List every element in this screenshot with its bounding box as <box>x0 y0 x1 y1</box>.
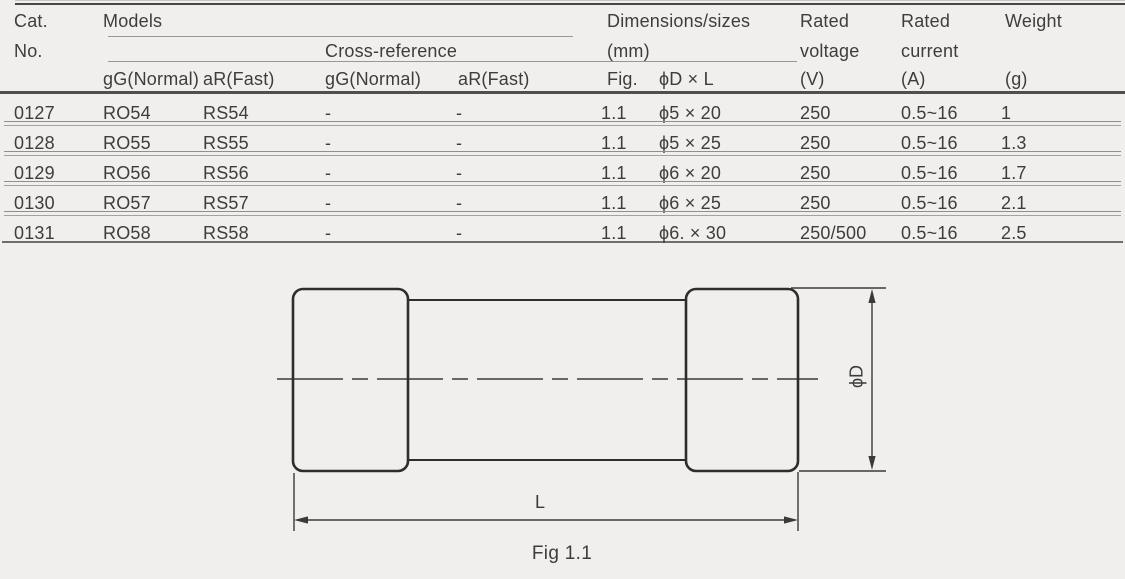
header-cat-line1: Cat. <box>14 11 48 31</box>
header-cross-reference: Cross-reference <box>325 41 458 61</box>
table-cell-gg: RO56 <box>103 163 151 183</box>
table-cell-gg: RO58 <box>103 223 151 243</box>
table-cell-current: 0.5~16 <box>901 133 958 153</box>
header-models: Models <box>103 11 163 31</box>
table-cell-fig: 1.1 <box>601 193 627 213</box>
table-cell-current: 0.5~16 <box>901 103 958 123</box>
diameter-label: ϕD <box>846 364 867 389</box>
table-cell-gg: RO54 <box>103 103 151 123</box>
table-cell-cross_ar: - <box>456 193 463 213</box>
header-dimensions-line1: Dimensions/sizes <box>607 11 751 31</box>
table-top-rule-light <box>15 0 1125 1</box>
models-group-underline <box>108 36 573 37</box>
header-rated-current-line1: Rated <box>901 11 951 31</box>
table-cell-current: 0.5~16 <box>901 163 958 183</box>
table-cell-weight: 2.5 <box>1001 223 1027 243</box>
header-bottom-rule <box>0 91 1125 94</box>
length-label: L <box>534 492 545 512</box>
table-cell-ar: RS55 <box>203 133 249 153</box>
table-cell-fig: 1.1 <box>601 223 627 243</box>
crossref-group-underline <box>108 61 797 62</box>
table-cell-cross_gg: - <box>325 103 332 123</box>
subheader-models-gg: gG(Normal) <box>103 69 200 89</box>
table-cell-cross_gg: - <box>325 193 332 213</box>
table-cell-size: ϕ5 × 20 <box>659 103 722 123</box>
table-cell-weight: 2.1 <box>1001 193 1027 213</box>
header-weight-unit: (g) <box>1005 69 1028 89</box>
table-cell-cat: 0129 <box>14 163 55 183</box>
table-cell-size: ϕ5 × 25 <box>659 133 722 153</box>
length-arrow-right <box>784 516 798 524</box>
table-cell-ar: RS57 <box>203 193 249 213</box>
table-cell-weight: 1 <box>1001 103 1012 123</box>
header-rated-voltage-unit: (V) <box>800 69 825 89</box>
header-rated-voltage-line1: Rated <box>800 11 850 31</box>
table-cell-voltage: 250 <box>800 133 831 153</box>
table-cell-size: ϕ6 × 20 <box>659 163 722 183</box>
table-cell-weight: 1.3 <box>1001 133 1027 153</box>
fuse-left-cap <box>291 287 410 473</box>
row-separator <box>4 181 1121 186</box>
subheader-models-ar: aR(Fast) <box>203 69 275 89</box>
header-dimensions-line2: (mm) <box>607 41 650 61</box>
table-cell-ar: RS54 <box>203 103 249 123</box>
table-cell-ar: RS56 <box>203 163 249 183</box>
table-cell-cross_ar: - <box>456 163 463 183</box>
subheader-cross-ar: aR(Fast) <box>458 69 530 89</box>
row-separator <box>4 151 1121 156</box>
table-cell-cross_ar: - <box>456 133 463 153</box>
fuse-right-cap <box>684 287 800 473</box>
header-rated-current-line2: current <box>901 41 959 61</box>
table-cell-fig: 1.1 <box>601 163 627 183</box>
length-arrow-left <box>294 516 308 524</box>
row-separator <box>4 121 1121 126</box>
table-cell-gg: RO55 <box>103 133 151 153</box>
table-cell-voltage: 250/500 <box>800 223 867 243</box>
table-cell-cross_gg: - <box>325 223 332 243</box>
subheader-size: ϕD × L <box>659 69 714 89</box>
figure-caption: Fig 1.1 <box>531 543 593 564</box>
header-cat-line2: No. <box>14 41 43 61</box>
row-separator <box>4 211 1121 216</box>
table-cell-voltage: 250 <box>800 103 831 123</box>
table-cell-voltage: 250 <box>800 193 831 213</box>
table-cell-cross_ar: - <box>456 103 463 123</box>
subheader-fig: Fig. <box>607 69 638 89</box>
header-rated-current-unit: (A) <box>901 69 926 89</box>
header-rated-voltage-line2: voltage <box>800 41 860 61</box>
table-cell-fig: 1.1 <box>601 103 627 123</box>
table-cell-cross_gg: - <box>325 133 332 153</box>
table-cell-voltage: 250 <box>800 163 831 183</box>
subheader-cross-gg: gG(Normal) <box>325 69 422 89</box>
table-cell-cross_gg: - <box>325 163 332 183</box>
diameter-arrow-down <box>868 456 876 470</box>
table-cell-cat: 0128 <box>14 133 55 153</box>
table-cell-cat: 0130 <box>14 193 55 213</box>
table-cell-ar: RS58 <box>203 223 249 243</box>
table-cell-current: 0.5~16 <box>901 193 958 213</box>
table-top-rule <box>15 3 1125 5</box>
table-cell-current: 0.5~16 <box>901 223 958 243</box>
table-cell-size: ϕ6. × 30 <box>659 223 727 243</box>
table-cell-gg: RO57 <box>103 193 151 213</box>
table-cell-weight: 1.7 <box>1001 163 1027 183</box>
table-cell-cat: 0127 <box>14 103 55 123</box>
diameter-arrow-up <box>868 289 876 303</box>
header-weight: Weight <box>1005 11 1062 31</box>
table-cell-cross_ar: - <box>456 223 463 243</box>
table-cell-size: ϕ6 × 25 <box>659 193 722 213</box>
table-cell-fig: 1.1 <box>601 133 627 153</box>
table-bottom-rule <box>2 241 1123 243</box>
fuse-body <box>407 299 687 461</box>
table-cell-cat: 0131 <box>14 223 55 243</box>
